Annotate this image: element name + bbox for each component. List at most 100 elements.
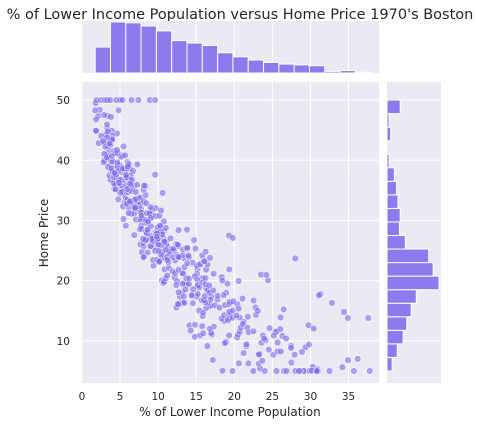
x-tick-label: 15 xyxy=(190,391,203,403)
marginal-x-bar xyxy=(247,59,265,74)
marginal-x-bar xyxy=(263,61,280,74)
scatter-point xyxy=(122,222,130,230)
scatter-point xyxy=(249,367,257,375)
x-tick-label: 35 xyxy=(342,391,355,403)
scatter-point xyxy=(143,226,151,234)
scatter-point xyxy=(274,338,282,347)
scatter-point xyxy=(166,234,175,242)
scatter-point xyxy=(249,327,257,335)
scatter-point xyxy=(140,253,148,261)
scatter-point xyxy=(115,106,123,114)
x-tick-label: 5 xyxy=(117,391,124,403)
scatter-point xyxy=(142,199,150,207)
x-tick-label: 0 xyxy=(79,391,86,403)
scatter-point xyxy=(344,356,352,364)
scatter-point xyxy=(131,203,139,211)
marginal-y-bar xyxy=(386,275,440,291)
scatter-point xyxy=(154,247,162,255)
scatter-point xyxy=(229,234,237,242)
scatter-point xyxy=(104,127,112,135)
scatter-point xyxy=(229,297,237,305)
scatter-point xyxy=(190,236,198,244)
marginal-y-bar xyxy=(386,126,392,142)
scatter-point xyxy=(206,325,214,333)
marginal-x-bar xyxy=(339,70,356,74)
scatter-point xyxy=(242,340,251,348)
scatter-point xyxy=(239,294,247,303)
scatter-point xyxy=(295,367,303,375)
scatter-point xyxy=(325,367,334,375)
scatter-point xyxy=(315,291,323,299)
scatter-point xyxy=(163,272,171,280)
scatter-point xyxy=(124,162,132,170)
scatter-point xyxy=(344,314,352,322)
marginal-y-bar xyxy=(386,289,417,304)
scatter-point xyxy=(235,305,243,313)
scatter-point xyxy=(129,167,137,175)
scatter-point xyxy=(113,146,121,154)
y-tick-labels: 10 20 30 40 50 xyxy=(57,95,70,348)
scatter-point xyxy=(178,280,187,288)
scatter-point xyxy=(209,286,217,295)
scatter-point xyxy=(183,226,191,234)
scatter-point xyxy=(304,321,313,329)
scatter-point xyxy=(218,277,226,285)
scatter-point xyxy=(121,151,129,159)
marginal-x-bar xyxy=(94,46,111,74)
scatter-point xyxy=(266,324,274,332)
scatter-point xyxy=(305,341,313,349)
scatter-point xyxy=(108,152,116,160)
scatter-point xyxy=(221,339,229,347)
scatter-point xyxy=(313,367,321,375)
scatter-point xyxy=(188,291,196,299)
marginal-x-bar xyxy=(186,42,203,74)
y-tick-label: 10 xyxy=(57,336,70,348)
scatter-point xyxy=(194,290,202,298)
marginal-x-bar xyxy=(109,21,127,74)
scatter-point xyxy=(232,312,241,320)
marginal-x-bar xyxy=(308,65,326,74)
scatter-point xyxy=(235,277,243,285)
scatter-point xyxy=(205,281,213,290)
y-axis-label: Home Price xyxy=(37,199,51,268)
scatter-point xyxy=(283,367,291,375)
scatter-point xyxy=(366,367,374,375)
scatter-point xyxy=(175,266,183,274)
scatter-point xyxy=(132,188,140,196)
scatter-point xyxy=(157,206,165,215)
scatter-point xyxy=(340,308,348,316)
scatter-point xyxy=(191,333,199,341)
scatter-point xyxy=(201,257,209,265)
scatter-point xyxy=(250,296,258,305)
scatter-point xyxy=(105,139,113,147)
x-tick-labels: 0 5 10 15 20 25 30 35 xyxy=(79,391,356,403)
scatter-point xyxy=(100,111,108,119)
scatter-point xyxy=(127,96,136,104)
marginal-y-bar xyxy=(386,356,393,372)
marginal-y-bar xyxy=(386,113,390,128)
scatter-point xyxy=(310,325,318,333)
scatter-point xyxy=(159,189,167,197)
scatter-point xyxy=(202,248,210,256)
scatter-point xyxy=(161,238,169,246)
scatter-point xyxy=(119,215,127,223)
scatter-point xyxy=(280,305,288,313)
marginal-y-bar xyxy=(386,99,401,115)
scatter-point xyxy=(203,342,211,350)
x-tick-label: 25 xyxy=(266,391,279,403)
x-tick-label: 30 xyxy=(304,391,317,403)
scatter-point xyxy=(210,270,218,278)
marginal-y-bar xyxy=(386,302,412,318)
x-axis-label: % of Lower Income Population xyxy=(139,405,320,419)
scatter-point xyxy=(220,291,228,299)
marginal-x-bar xyxy=(232,56,249,74)
scatter-point xyxy=(111,169,119,177)
scatter-point xyxy=(174,300,182,308)
marginal-y-bar xyxy=(386,343,398,358)
scatter-point xyxy=(282,334,290,343)
scatter-point xyxy=(287,344,295,352)
scatter-point xyxy=(291,351,299,359)
scatter-point xyxy=(125,209,133,217)
marginal-x-bar xyxy=(293,64,310,74)
scatter-point xyxy=(153,233,161,241)
